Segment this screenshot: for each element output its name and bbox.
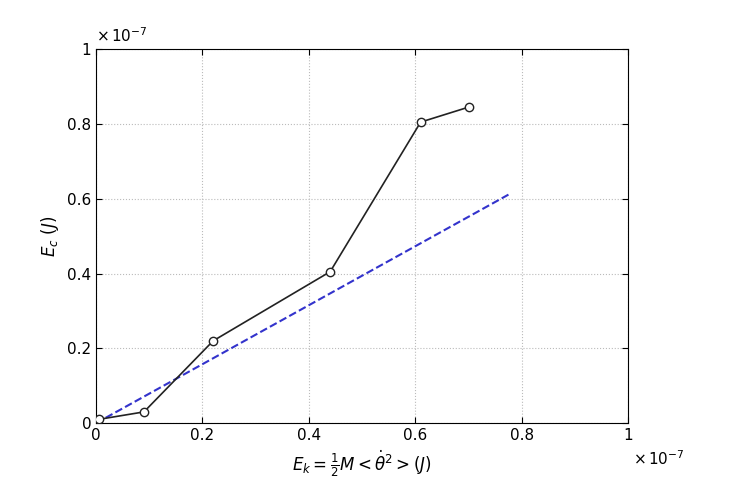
Text: $\times\,10^{-7}$: $\times\,10^{-7}$: [96, 27, 148, 45]
Y-axis label: $E_c$ $(J)$: $E_c$ $(J)$: [39, 215, 61, 257]
Text: $\times\,10^{-7}$: $\times\,10^{-7}$: [633, 449, 685, 468]
X-axis label: $E_k = \frac{1}{2}M < \dot{\theta}^2>(J)$: $E_k = \frac{1}{2}M < \dot{\theta}^2>(J)…: [293, 449, 432, 480]
